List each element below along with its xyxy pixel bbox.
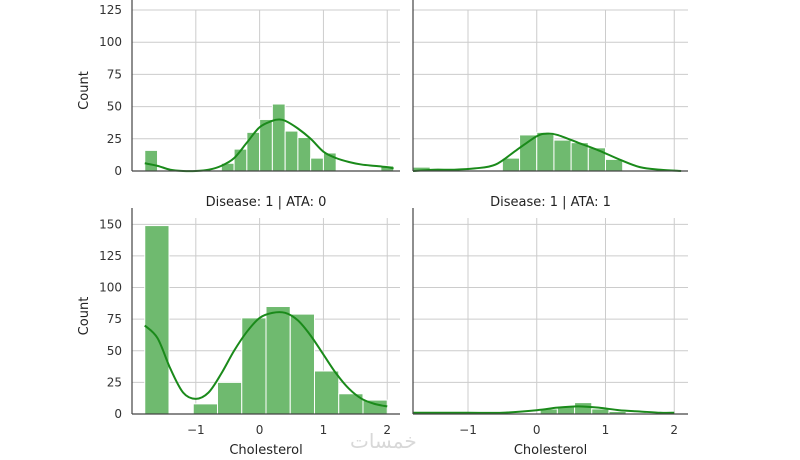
- y-tick-label: 100: [99, 35, 122, 49]
- histogram-bar: [265, 306, 291, 415]
- y-tick-label: 25: [107, 375, 122, 389]
- histogram-bar: [297, 137, 312, 172]
- histogram-bar: [217, 381, 243, 415]
- histogram-bar: [605, 158, 624, 172]
- histogram-bar: [271, 103, 286, 172]
- y-tick-label: 100: [99, 281, 122, 295]
- kde-line: [412, 132, 682, 172]
- y-tick-label: 125: [99, 3, 122, 17]
- x-tick-label: 0: [533, 423, 541, 437]
- histogram-bar: [501, 157, 521, 172]
- x-tick-label: 0: [256, 423, 264, 437]
- panel-title: Disease: 1 | ATA: 0: [206, 195, 327, 210]
- panel-bottom-left: 0 25 50 75 100 125 150 −1 0 1 2 Disease: 1 | ATA: 0…: [77, 195, 400, 458]
- histogram-bar: [591, 408, 610, 415]
- histogram-bar: [192, 403, 219, 415]
- x-axis-label: Cholesterol: [229, 443, 302, 458]
- panel-top-left: 0 25 50 75 100 125 Count: [77, 0, 400, 178]
- panel-bottom-right: −1 0 1 2 Disease: 1 | ATA: 1 Cholesterol: [412, 195, 688, 458]
- y-tick-label: 50: [107, 100, 122, 114]
- x-tick-label: 2: [670, 423, 678, 437]
- x-tick-label: −1: [459, 423, 477, 437]
- y-tick-label: 125: [99, 249, 122, 263]
- histogram-bar: [519, 134, 538, 172]
- watermark: خمسات: [350, 429, 417, 453]
- histogram-bar: [310, 157, 324, 172]
- histogram-bar: [259, 118, 273, 172]
- histogram-bar: [313, 370, 340, 415]
- histogram-bar: [144, 149, 159, 172]
- x-tick-label: 2: [383, 423, 391, 437]
- panel-title: Disease: 1 | ATA: 1: [490, 195, 611, 210]
- y-tick-label: 75: [107, 67, 122, 81]
- histogram-bar: [570, 142, 589, 172]
- histogram-bar: [553, 139, 572, 172]
- histogram-bar: [289, 313, 315, 415]
- y-tick-label: 75: [107, 312, 122, 326]
- x-tick-label: −1: [187, 423, 205, 437]
- y-tick-label: 25: [107, 132, 122, 146]
- histogram-bar: [574, 402, 593, 415]
- panel-top-right: [412, 0, 688, 172]
- y-axis-label: Count: [77, 297, 92, 336]
- kde-line: [413, 405, 675, 414]
- kde-line: [144, 311, 388, 408]
- y-tick-label: 0: [114, 164, 122, 178]
- histogram-bar: [144, 225, 170, 415]
- histogram-bar: [536, 131, 555, 172]
- x-axis-label: Cholesterol: [514, 443, 587, 458]
- y-axis-label: Count: [77, 71, 92, 110]
- y-tick-label: 150: [99, 217, 122, 231]
- x-tick-label: 1: [320, 423, 328, 437]
- histogram-bar: [284, 130, 299, 172]
- y-tick-label: 50: [107, 344, 122, 358]
- x-tick-label: 1: [602, 423, 610, 437]
- histogram-bar: [246, 131, 261, 172]
- y-tick-label: 0: [114, 407, 122, 421]
